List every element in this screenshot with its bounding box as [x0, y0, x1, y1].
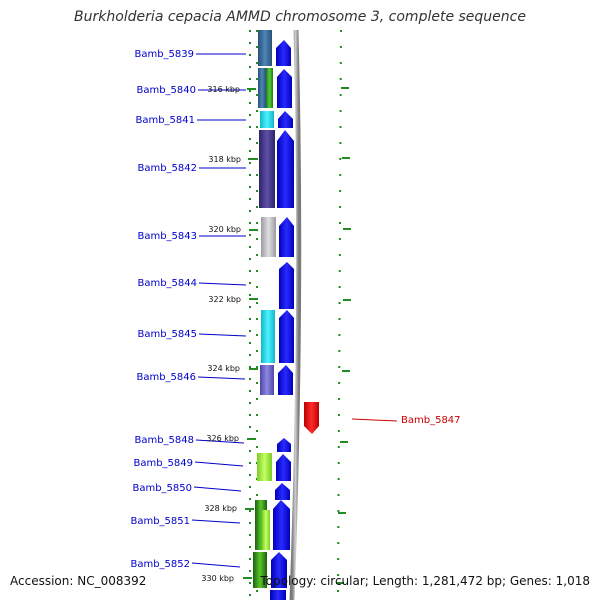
gene-label: Bamb_5839	[134, 49, 194, 60]
feature-block	[261, 310, 275, 363]
gene-label: Bamb_5842	[137, 163, 197, 174]
accession-text: Accession: NC_008392	[10, 574, 147, 588]
gene-label: Bamb_5851	[130, 516, 190, 527]
gene-label: Bamb_5846	[136, 372, 196, 383]
kbp-label: 322 kbp	[208, 295, 241, 304]
feature-blocks	[253, 30, 276, 588]
leader-lines	[191, 53, 398, 568]
gene-label: Bamb_5850	[132, 483, 192, 494]
map-title: Burkholderia cepacia AMMD chromosome 3, …	[74, 9, 526, 25]
kbp-ticks	[243, 87, 351, 584]
gene-arrow	[276, 40, 291, 66]
gene-label: Bamb_5844	[137, 278, 197, 289]
summary-text: Topology: circular; Length: 1,281,472 bp…	[260, 574, 590, 588]
backbone-arc	[289, 29, 302, 600]
gene-arrow-reverse	[304, 402, 319, 434]
gene-arrow	[277, 130, 294, 208]
gene-label: Bamb_5845	[137, 329, 197, 340]
gene-arrow	[277, 69, 292, 108]
feature-block	[253, 552, 267, 588]
gene-arrow	[276, 454, 291, 481]
gene-label: Bamb_5852	[130, 559, 190, 570]
gene-arrows	[270, 40, 319, 600]
gene-arrow	[279, 217, 294, 257]
gene-arrow	[275, 483, 290, 500]
feature-block	[258, 68, 266, 108]
gene-label: Bamb_5848	[134, 435, 194, 446]
kbp-label: 326 kbp	[206, 434, 239, 443]
kbp-label: 330 kbp	[201, 574, 234, 583]
gene-labels: Bamb_5839 Bamb_5840 Bamb_5841 Bamb_5842 …	[130, 49, 460, 570]
kbp-label: 328 kbp	[204, 504, 237, 513]
gene-label: Bamb_5843	[137, 231, 197, 242]
gene-arrow	[273, 500, 290, 550]
gene-arrow	[270, 590, 286, 600]
kbp-label: 316 kbp	[207, 85, 240, 94]
feature-block	[260, 365, 274, 395]
feature-block	[261, 217, 276, 257]
feature-block	[260, 111, 274, 128]
feature-block	[262, 510, 270, 550]
gene-arrow	[279, 262, 294, 309]
feature-block	[257, 453, 272, 481]
gene-label: Bamb_5847	[401, 415, 461, 426]
gene-label: Bamb_5849	[133, 458, 193, 469]
gene-label: Bamb_5840	[136, 85, 196, 96]
kbp-label: 320 kbp	[208, 225, 241, 234]
gene-arrow	[279, 310, 294, 363]
gene-arrow	[277, 438, 291, 452]
kbp-label: 318 kbp	[208, 155, 241, 164]
feature-block	[258, 30, 272, 66]
gene-arrow	[278, 111, 293, 128]
gene-arrow	[278, 365, 293, 395]
kbp-labels: 316 kbp 318 kbp 320 kbp 322 kbp 324 kbp …	[201, 85, 241, 583]
feature-block	[259, 130, 275, 208]
gene-label: Bamb_5841	[135, 115, 195, 126]
kbp-label: 324 kbp	[207, 364, 240, 373]
gene-arrow	[271, 552, 287, 588]
feature-block	[266, 68, 273, 108]
